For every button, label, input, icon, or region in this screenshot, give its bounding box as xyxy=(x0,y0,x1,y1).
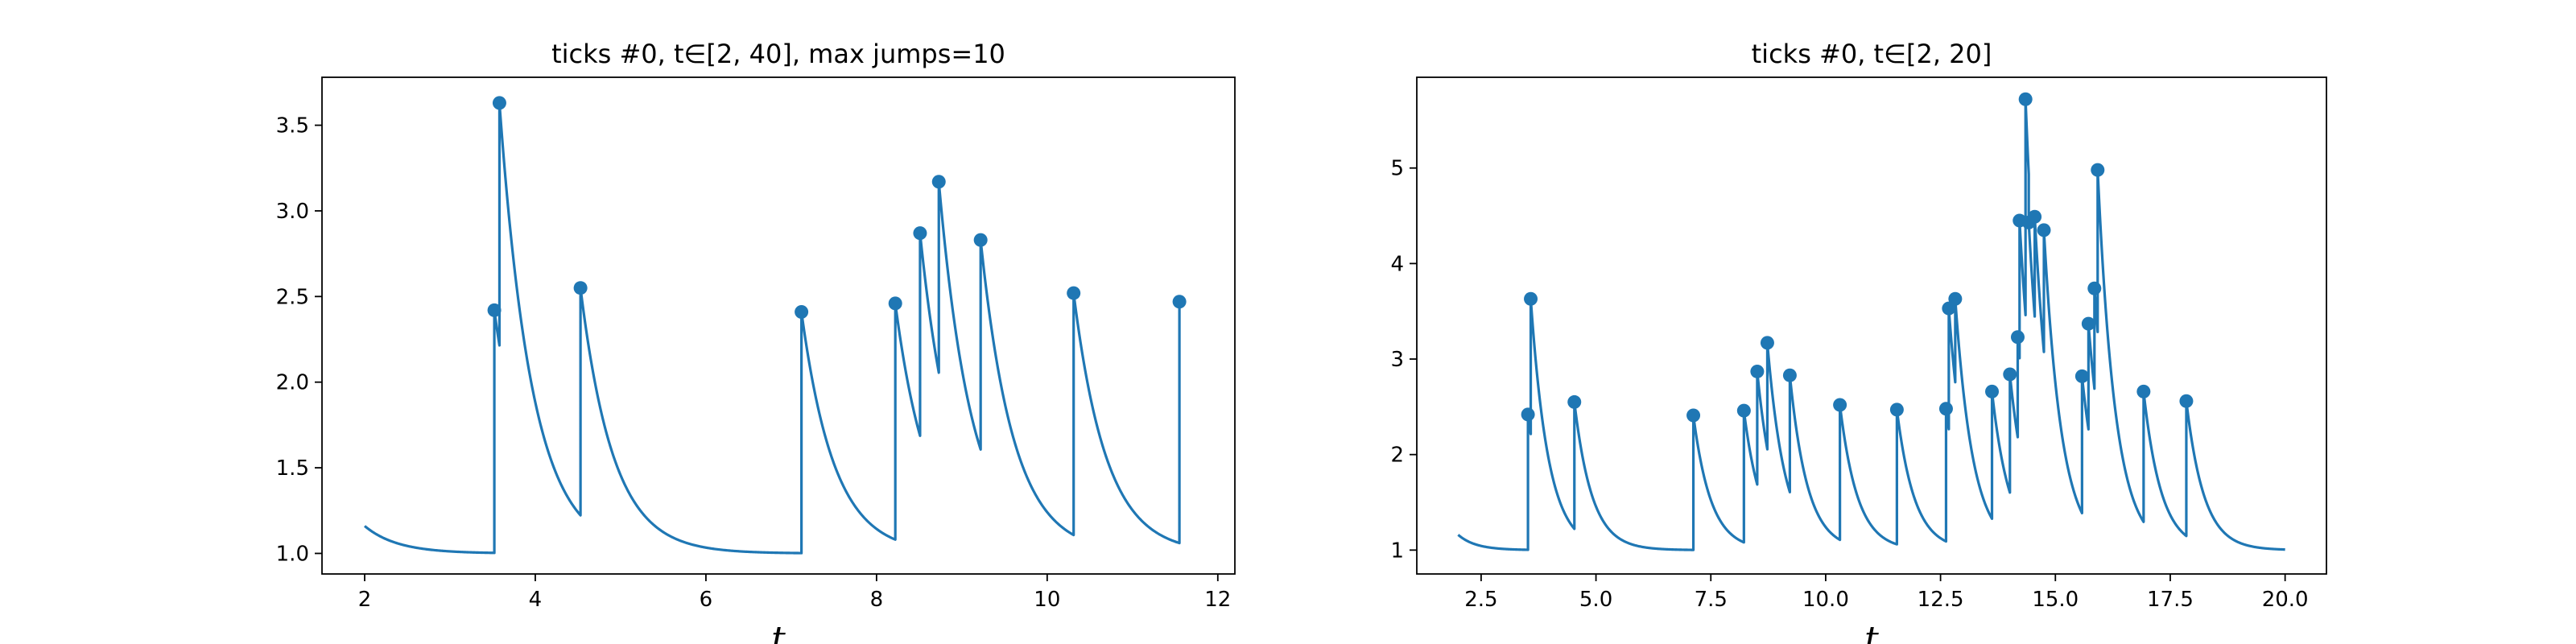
right-chart-title: ticks #0, t∈[2, 20] xyxy=(1752,39,1992,69)
right-chart-point-10 xyxy=(1938,402,1953,416)
left-chart-title: ticks #0, t∈[2, 40], max jumps=10 xyxy=(551,39,1005,69)
right-chart-y-tick-label: 4 xyxy=(1390,252,1404,276)
right-chart-x-axis-label: t xyxy=(1864,619,1879,644)
right-chart-point-21 xyxy=(2074,369,2089,383)
left-chart-x-axis-label: t xyxy=(771,619,786,644)
left-chart-point-8 xyxy=(1067,286,1081,300)
right-chart-point-23 xyxy=(2087,281,2102,295)
left-chart-x-tick-label: 8 xyxy=(870,588,884,612)
right-chart-series-line xyxy=(1457,97,2286,551)
right-chart-point-4 xyxy=(1736,403,1751,418)
left-chart-point-5 xyxy=(913,226,927,241)
left-chart-y-tick-label: 2.5 xyxy=(276,285,309,309)
left-chart-point-3 xyxy=(795,304,809,319)
right-chart-point-5 xyxy=(1750,364,1765,378)
right-chart-point-13 xyxy=(1985,384,2000,398)
right-chart-point-17 xyxy=(2018,92,2033,106)
left-chart-point-9 xyxy=(1172,295,1187,309)
right-chart-point-22 xyxy=(2081,316,2095,331)
right-chart-x-tick-label: 2.5 xyxy=(1464,588,1497,612)
right-chart-y-tick-label: 1 xyxy=(1390,539,1404,563)
right-chart-point-1 xyxy=(1524,291,1538,306)
right-chart-x-tick-label: 20.0 xyxy=(2262,588,2309,612)
left-chart-point-7 xyxy=(973,233,988,247)
right-chart-point-6 xyxy=(1760,336,1774,350)
left-chart-x-tick-label: 12 xyxy=(1204,588,1231,612)
right-chart-y-tick-label: 3 xyxy=(1390,348,1404,372)
left-chart-y-tick-label: 3.0 xyxy=(276,200,309,224)
right-chart: ticks #0, t∈[2, 20] t 2.5 5.0 7.5 10.0 12.5 1… xyxy=(1390,39,2327,644)
right-chart-point-8 xyxy=(1833,398,1847,412)
right-chart-y-tick-label: 5 xyxy=(1390,157,1404,181)
left-chart-point-6 xyxy=(931,175,946,189)
right-chart-point-9 xyxy=(1889,402,1904,417)
right-chart-axes-frame xyxy=(1416,76,2327,575)
right-chart-x-tick-label: 7.5 xyxy=(1695,588,1728,612)
right-chart-point-24 xyxy=(2091,163,2105,177)
right-chart-point-12 xyxy=(1948,291,1963,306)
right-chart-point-26 xyxy=(2179,394,2194,408)
left-chart-y-tick-label: 2.0 xyxy=(276,371,309,395)
left-chart-x-tick-label: 4 xyxy=(529,588,543,612)
right-chart-point-25 xyxy=(2136,384,2151,398)
right-chart-point-0 xyxy=(1521,407,1535,422)
right-chart-x-tick-label: 15.0 xyxy=(2032,588,2079,612)
right-chart-point-2 xyxy=(1567,394,1582,409)
left-chart-y-tick-label: 1.0 xyxy=(276,542,309,566)
left-chart-x-tick-label: 2 xyxy=(358,588,372,612)
right-chart-x-tick-label: 12.5 xyxy=(1918,588,1964,612)
right-chart-x-tick-label: 10.0 xyxy=(1802,588,1849,612)
left-chart-y-tick-label: 1.5 xyxy=(276,456,309,481)
right-chart-point-19 xyxy=(2028,209,2042,224)
left-chart-point-4 xyxy=(888,296,902,311)
left-chart-x-tick-label: 10 xyxy=(1034,588,1060,612)
left-chart-series-line xyxy=(363,101,1181,555)
left-chart-x-tick-label: 6 xyxy=(700,588,713,612)
left-chart-point-1 xyxy=(492,96,506,110)
right-chart-point-15 xyxy=(2010,330,2025,345)
right-chart-point-3 xyxy=(1686,408,1701,423)
right-chart-point-7 xyxy=(1782,368,1797,382)
left-chart-point-2 xyxy=(573,281,588,295)
right-chart-x-tick-label: 5.0 xyxy=(1579,588,1612,612)
right-chart-point-20 xyxy=(2037,223,2051,237)
left-chart-axes-frame xyxy=(321,76,1236,575)
left-chart-y-tick-label: 3.5 xyxy=(276,114,309,138)
right-chart-x-tick-label: 17.5 xyxy=(2147,588,2194,612)
right-chart-y-tick-label: 2 xyxy=(1390,444,1404,468)
left-chart: ticks #0, t∈[2, 40], max jumps=10 t 2 4 6 8… xyxy=(276,39,1236,644)
right-chart-point-14 xyxy=(2003,367,2017,382)
left-chart-point-0 xyxy=(487,303,502,317)
